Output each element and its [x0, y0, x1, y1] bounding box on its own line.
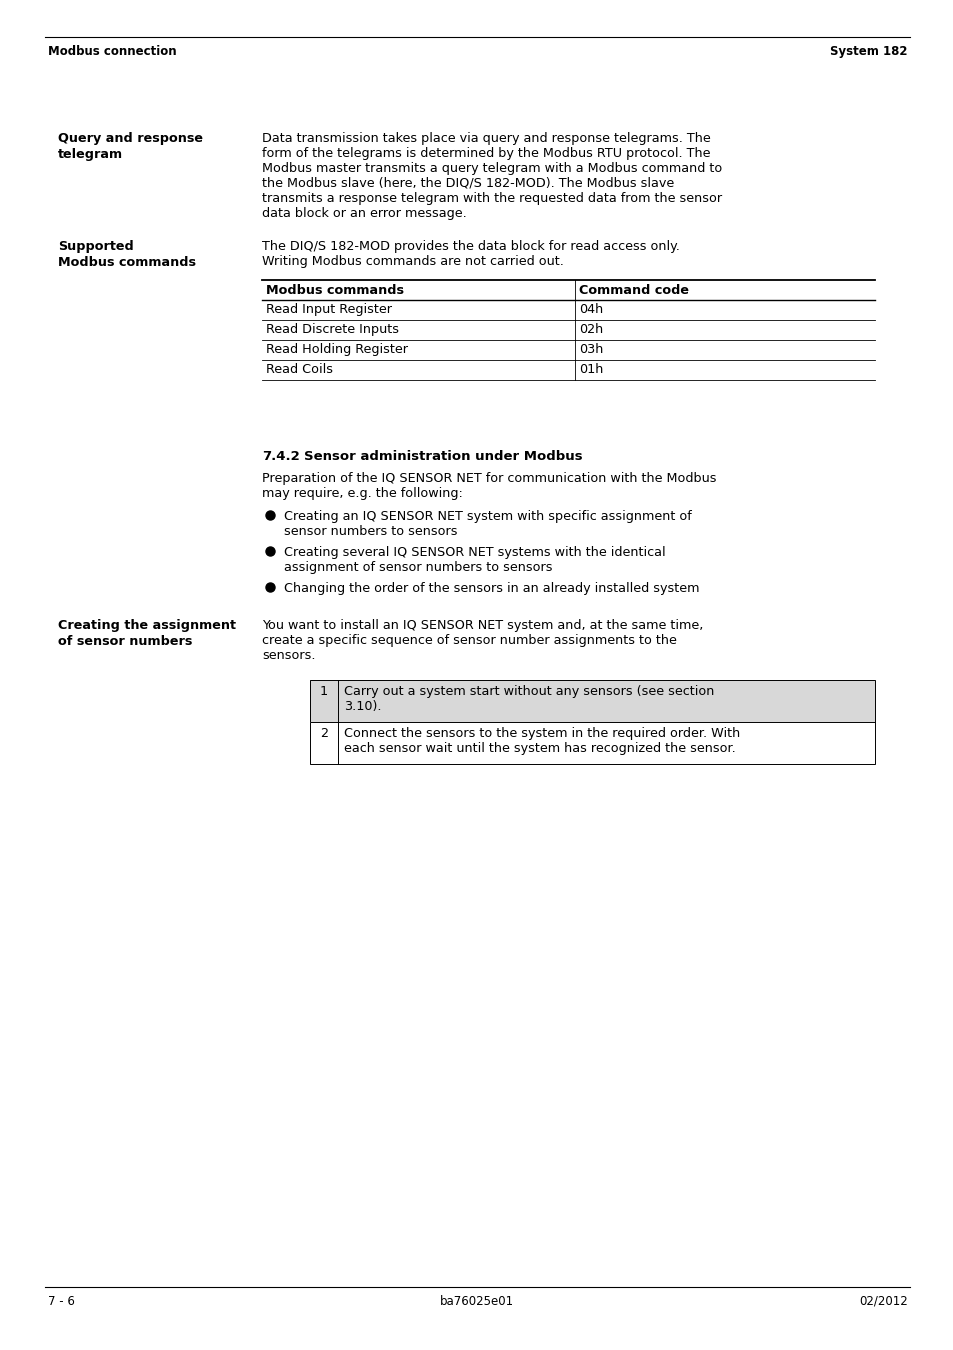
Text: 04h: 04h [578, 302, 602, 316]
Text: Connect the sensors to the system in the required order. With: Connect the sensors to the system in the… [344, 728, 740, 740]
Text: the Modbus slave (here, the DIQ/S 182-MOD). The Modbus slave: the Modbus slave (here, the DIQ/S 182-MO… [262, 177, 674, 190]
Text: of sensor numbers: of sensor numbers [58, 634, 193, 648]
Text: Modbus commands: Modbus commands [58, 256, 195, 269]
Text: 2: 2 [319, 728, 328, 740]
Text: 3.10).: 3.10). [344, 701, 381, 713]
Text: telegram: telegram [58, 148, 123, 161]
Text: Read Input Register: Read Input Register [266, 302, 392, 316]
Text: Creating several IQ SENSOR NET systems with the identical: Creating several IQ SENSOR NET systems w… [284, 545, 665, 559]
Text: Read Coils: Read Coils [266, 363, 333, 377]
Text: data block or an error message.: data block or an error message. [262, 207, 466, 220]
Text: sensors.: sensors. [262, 649, 315, 662]
Text: Supported: Supported [58, 240, 133, 252]
Text: Read Discrete Inputs: Read Discrete Inputs [266, 323, 398, 336]
FancyBboxPatch shape [310, 680, 874, 722]
Text: 01h: 01h [578, 363, 602, 377]
Text: System 182: System 182 [830, 45, 907, 58]
Text: form of the telegrams is determined by the Modbus RTU protocol. The: form of the telegrams is determined by t… [262, 147, 710, 161]
Text: transmits a response telegram with the requested data from the sensor: transmits a response telegram with the r… [262, 192, 721, 205]
Text: Read Holding Register: Read Holding Register [266, 343, 408, 356]
Text: Modbus commands: Modbus commands [266, 284, 403, 297]
Text: sensor numbers to sensors: sensor numbers to sensors [284, 525, 457, 539]
Text: Preparation of the IQ SENSOR NET for communication with the Modbus: Preparation of the IQ SENSOR NET for com… [262, 472, 716, 485]
Text: Command code: Command code [578, 284, 688, 297]
Text: 03h: 03h [578, 343, 602, 356]
Text: Creating the assignment: Creating the assignment [58, 620, 235, 632]
Text: Changing the order of the sensors in an already installed system: Changing the order of the sensors in an … [284, 582, 699, 595]
Text: Sensor administration under Modbus: Sensor administration under Modbus [304, 450, 582, 463]
Text: Modbus connection: Modbus connection [48, 45, 176, 58]
Text: Carry out a system start without any sensors (see section: Carry out a system start without any sen… [344, 684, 714, 698]
Text: Modbus master transmits a query telegram with a Modbus command to: Modbus master transmits a query telegram… [262, 162, 721, 176]
Text: Creating an IQ SENSOR NET system with specific assignment of: Creating an IQ SENSOR NET system with sp… [284, 510, 691, 522]
Text: each sensor wait until the system has recognized the sensor.: each sensor wait until the system has re… [344, 743, 735, 755]
Text: 7.4.2: 7.4.2 [262, 450, 299, 463]
Text: Data transmission takes place via query and response telegrams. The: Data transmission takes place via query … [262, 132, 710, 144]
Text: 1: 1 [319, 684, 328, 698]
Text: You want to install an IQ SENSOR NET system and, at the same time,: You want to install an IQ SENSOR NET sys… [262, 620, 702, 632]
FancyBboxPatch shape [310, 722, 874, 764]
Text: create a specific sequence of sensor number assignments to the: create a specific sequence of sensor num… [262, 634, 677, 647]
Text: ba76025e01: ba76025e01 [439, 1295, 514, 1308]
Text: 02h: 02h [578, 323, 602, 336]
Text: 02/2012: 02/2012 [859, 1295, 907, 1308]
Text: 7 - 6: 7 - 6 [48, 1295, 74, 1308]
Text: may require, e.g. the following:: may require, e.g. the following: [262, 487, 462, 500]
Text: Writing Modbus commands are not carried out.: Writing Modbus commands are not carried … [262, 255, 563, 269]
Text: assignment of sensor numbers to sensors: assignment of sensor numbers to sensors [284, 562, 552, 574]
Text: The DIQ/S 182-MOD provides the data block for read access only.: The DIQ/S 182-MOD provides the data bloc… [262, 240, 679, 252]
Text: Query and response: Query and response [58, 132, 203, 144]
